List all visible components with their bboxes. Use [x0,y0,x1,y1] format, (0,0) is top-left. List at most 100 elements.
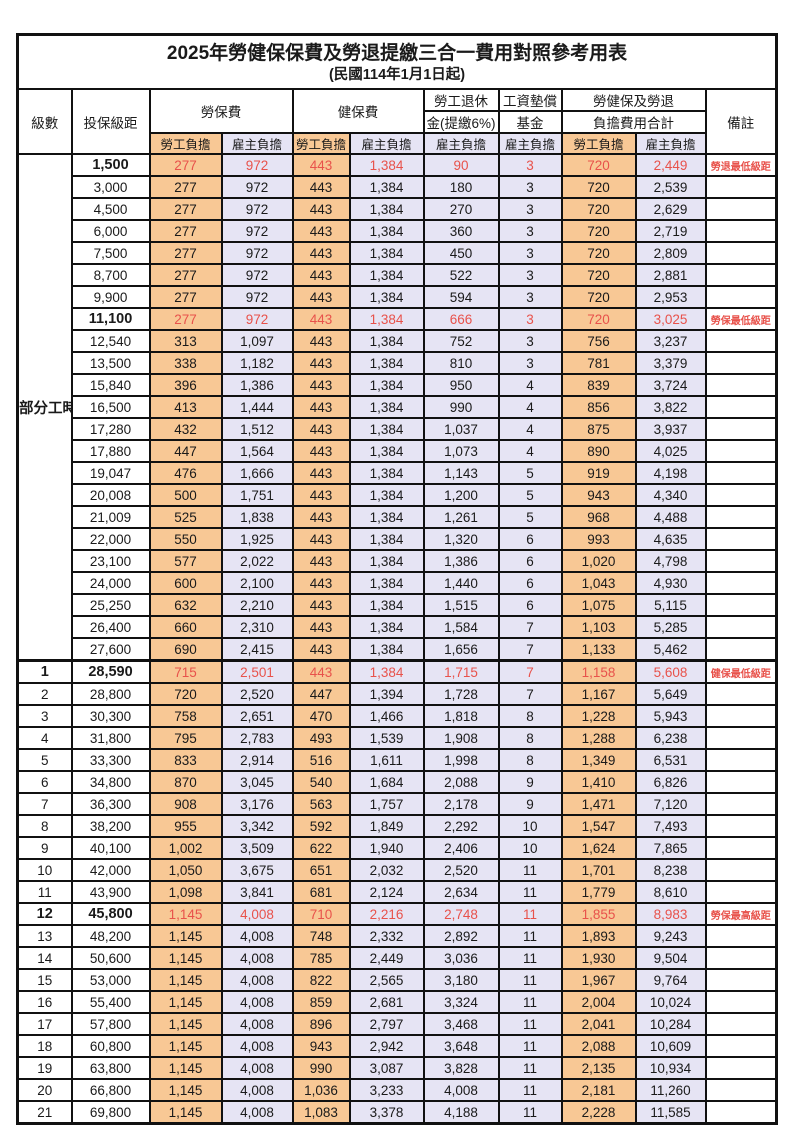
cell-labor-employer: 2,022 [220,549,294,573]
cell-remark: 健保最低級距 [704,659,778,684]
cell-pension-employer: 450 [422,241,500,265]
cell-labor-employer: 2,783 [220,726,294,750]
cell-labor-employee: 1,145 [148,924,223,948]
cell-labor-employer: 4,008 [220,1012,294,1036]
cell-labor-employer: 972 [220,241,294,265]
table-row: 15 53,000 1,145 4,008 822 2,565 3,180 11 1,967 9,… [16,968,778,992]
cell-labor-employee: 525 [148,505,223,529]
cell-health-employee: 443 [291,241,351,265]
cell-bracket: 23,100 [70,549,151,573]
cell-wage-fund-employer: 11 [497,1056,563,1080]
cell-pension-employer: 810 [422,351,500,375]
cell-level: 7 [16,792,73,816]
cell-total-employee: 1,167 [560,682,637,706]
cell-bracket: 27,600 [70,637,151,662]
cell-bracket: 17,880 [70,439,151,463]
cell-total-employer: 4,798 [634,549,707,573]
cell-wage-fund-employer: 7 [497,637,563,662]
cell-health-employee: 443 [291,527,351,551]
cell-remark [704,968,778,992]
table-row: 5 33,300 833 2,914 516 1,611 1,998 8 1,349 6,531 [16,748,778,772]
header-row-1: 級數 投保級距 勞保費 健保費 勞工退休 工資墊償 勞健保及勞退 備註 [16,88,778,155]
cell-bracket: 13,500 [70,351,151,375]
cell-labor-employee: 277 [148,175,223,199]
cell-labor-employer: 2,914 [220,748,294,772]
cell-labor-employer: 4,008 [220,990,294,1014]
cell-total-employer: 10,609 [634,1034,707,1058]
cell-wage-fund-employer: 4 [497,373,563,397]
cell-wage-fund-employer: 4 [497,417,563,441]
table-row: 8 38,200 955 3,342 592 1,849 2,292 10 1,547 7,493 [16,814,778,838]
cell-labor-employer: 1,182 [220,351,294,375]
cell-health-employer: 3,378 [348,1100,425,1125]
header-bracket: 投保級距 [70,88,151,155]
table-row: 19,047 476 1,666 443 1,384 1,143 5 919 4,198 [18,461,778,485]
cell-total-employee: 1,701 [560,858,637,882]
cell-bracket: 34,800 [70,770,151,794]
cell-labor-employer: 4,008 [220,1078,294,1102]
cell-health-employer: 2,565 [348,968,425,992]
cell-wage-fund-employer: 11 [497,880,563,904]
cell-labor-employee: 660 [148,615,223,639]
cell-health-employee: 681 [291,880,351,904]
cell-labor-employer: 4,008 [220,1100,294,1125]
cell-remark [704,836,778,860]
cell-health-employer: 1,384 [348,439,425,463]
cell-pension-employer: 2,634 [422,880,500,904]
header-wage-fund-line2: 基金 [497,110,563,134]
cell-labor-employer: 1,838 [220,505,294,529]
cell-remark [704,615,778,639]
part-time-merged-cell: 部分工時 [16,153,73,662]
cell-labor-employee: 690 [148,637,223,662]
cell-pension-employer: 2,406 [422,836,500,860]
cell-labor-employer: 1,564 [220,439,294,463]
cell-wage-fund-employer: 4 [497,439,563,463]
cell-total-employee: 839 [560,373,637,397]
cell-total-employer: 3,724 [634,373,707,397]
cell-remark [704,483,778,507]
cell-total-employee: 1,855 [560,902,637,926]
cell-remark [704,704,778,728]
cell-total-employer: 9,243 [634,924,707,948]
cell-labor-employee: 955 [148,814,223,838]
table-row: 13,500 338 1,182 443 1,384 810 3 781 3,379 [18,351,778,375]
cell-pension-employer: 4,008 [422,1078,500,1102]
header-health-insurance: 健保費 [291,88,425,134]
cell-wage-fund-employer: 11 [497,1078,563,1102]
cell-health-employee: 443 [291,439,351,463]
cell-remark [704,748,778,772]
cell-labor-employer: 4,008 [220,1056,294,1080]
cell-wage-fund-employer: 3 [497,329,563,353]
cell-remark [704,373,778,397]
cell-wage-fund-employer: 11 [497,946,563,970]
cell-remark: 勞退最低級距 [704,153,778,177]
cell-total-employer: 3,937 [634,417,707,441]
cell-labor-employee: 632 [148,593,223,617]
cell-remark [704,219,778,243]
cell-health-employer: 1,940 [348,836,425,860]
cell-health-employer: 1,384 [348,351,425,375]
cell-remark [704,175,778,199]
cell-health-employer: 3,087 [348,1056,425,1080]
cell-total-employee: 720 [560,241,637,265]
cell-bracket: 22,000 [70,527,151,551]
cell-labor-employee: 758 [148,704,223,728]
cell-total-employee: 1,410 [560,770,637,794]
cell-labor-employee: 277 [148,219,223,243]
cell-labor-employer: 1,097 [220,329,294,353]
subheader-health-employee: 勞工負擔 [291,132,351,155]
table-row: 14 50,600 1,145 4,008 785 2,449 3,036 11 1,930 9,… [16,946,778,970]
cell-labor-employer: 972 [220,175,294,199]
cell-health-employee: 859 [291,990,351,1014]
cell-health-employee: 943 [291,1034,351,1058]
cell-pension-employer: 666 [422,307,500,331]
table-row: 23,100 577 2,022 443 1,384 1,386 6 1,020 4,798 [18,549,778,573]
cell-remark [704,726,778,750]
cell-total-employee: 856 [560,395,637,419]
cell-pension-employer: 3,324 [422,990,500,1014]
table-row: 7,500 277 972 443 1,384 450 3 720 2,809 [18,241,778,265]
table-row: 10 42,000 1,050 3,675 651 2,032 2,520 11 1,701 8,… [16,858,778,882]
table-row: 9,900 277 972 443 1,384 594 3 720 2,953 [18,285,778,309]
cell-pension-employer: 594 [422,285,500,309]
cell-labor-employer: 1,925 [220,527,294,551]
